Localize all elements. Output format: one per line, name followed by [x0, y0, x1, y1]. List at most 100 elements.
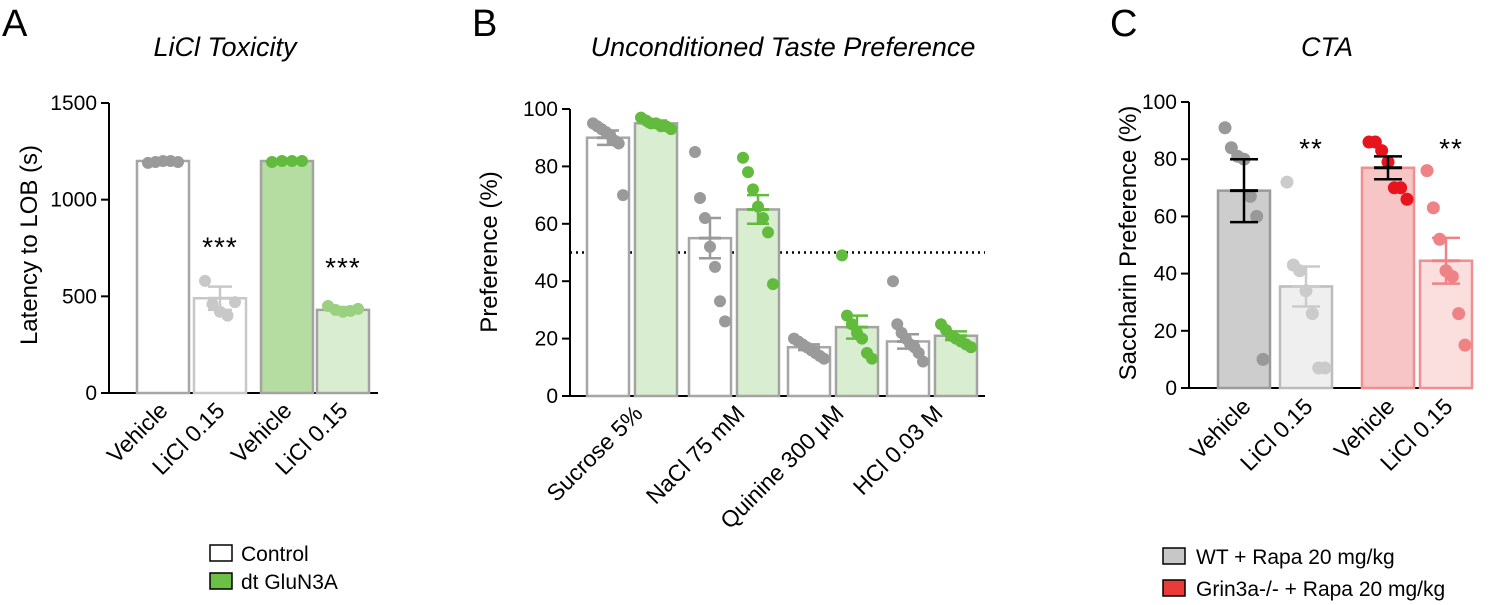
legend-wt-swatch	[1162, 547, 1186, 565]
panel-a-significance: ***	[325, 252, 361, 283]
panel-b-category-label: NaCl 75 mM	[641, 400, 750, 509]
panel-c-point	[1420, 164, 1434, 178]
panel-b-point	[714, 295, 726, 308]
panel-b-point	[818, 352, 830, 365]
panel-a-point	[172, 155, 184, 168]
panel-c-point	[1452, 307, 1466, 321]
panel-b-category-label: Sucrose 5%	[541, 400, 647, 506]
legend-control-label: Control	[241, 543, 309, 566]
panel-c-ylabel: Saccharin Preference (%)	[1115, 106, 1142, 381]
panel-b-ylabel: Preference (%)	[476, 171, 503, 332]
legend-ko-swatch	[1162, 579, 1186, 597]
panel-b-y-tick-label: 40	[535, 270, 558, 293]
panel-a-significance: ***	[202, 232, 238, 263]
panel-b-bar	[585, 136, 631, 398]
panel-c-point	[1318, 361, 1332, 375]
panel-c-y-tick-label: 60	[1154, 205, 1177, 228]
panel-c-y-tick-label: 20	[1154, 320, 1177, 343]
panel-b-point	[709, 260, 721, 273]
panel-a-y-tick-label: 1500	[50, 92, 97, 115]
panel-c-point	[1375, 144, 1389, 158]
panel-c-point	[1305, 307, 1319, 321]
panel-c-letter: C	[1110, 3, 1137, 45]
panel-b-point	[742, 166, 754, 179]
panel-c-point	[1243, 189, 1257, 203]
panel-b-bars	[570, 111, 985, 398]
panel-b-point	[757, 212, 769, 225]
panel-a-title: LiCl Toxicity	[153, 32, 298, 62]
legend-c: WT + Rapa 20 mg/kg Grin3a-/- + Rapa 20 m…	[1162, 546, 1445, 601]
panel-c-y-tick-label: 40	[1154, 263, 1177, 286]
panel-a-point	[206, 298, 219, 311]
panel-c-point	[1445, 269, 1459, 283]
panel-a-point	[286, 155, 298, 167]
panel-a-point	[221, 309, 234, 322]
panel-b-title: Unconditioned Taste Preference	[591, 32, 976, 62]
panel-a-bars: *** ***	[135, 155, 371, 395]
panel-c-y-tick-label: 0	[1165, 377, 1177, 400]
panel-c-point	[1218, 121, 1232, 135]
legend-dtglun3a-swatch	[209, 572, 233, 590]
panel-a-bar	[315, 308, 371, 395]
panel-c: C CTA Saccharin Preference (%) 0 20 40 60 80…	[1110, 3, 1474, 476]
panel-c-significance: **	[1299, 133, 1323, 164]
panel-c-point	[1256, 352, 1270, 366]
panel-b-point	[747, 183, 759, 196]
panel-c-point	[1400, 192, 1414, 206]
panel-b-bar	[633, 122, 679, 398]
panel-a-y-tick-label: 1000	[50, 189, 97, 212]
panel-b-point	[689, 146, 701, 159]
panel-b-y-tick-label: 0	[546, 385, 558, 408]
panel-b-point	[866, 352, 878, 365]
panel-a-point	[296, 155, 308, 167]
panel-b-point	[617, 189, 629, 202]
panel-a-ylabel: Latency to LOB (s)	[16, 145, 43, 345]
panel-c-point	[1433, 232, 1447, 246]
panel-b-bar	[735, 208, 781, 398]
panel-b-point	[612, 137, 625, 150]
panel-b-point	[719, 315, 731, 328]
panel-c-significance: **	[1439, 133, 1463, 164]
panel-b-point	[767, 278, 779, 291]
legend-wt-label: WT + Rapa 20 mg/kg	[1196, 546, 1395, 569]
legend-ko-label: Grin3a-/- + Rapa 20 mg/kg	[1196, 578, 1445, 601]
panel-c-point	[1426, 201, 1440, 215]
legend-ab: Control dt GluN3A	[209, 543, 338, 594]
panel-c-point	[1394, 181, 1408, 195]
panel-c-y-tick-label: 100	[1142, 91, 1177, 114]
legend-dtglun3a-label: dt GluN3A	[241, 571, 338, 594]
panel-c-title: CTA	[1301, 32, 1353, 62]
panel-b: B Unconditioned Taste Preference Prefere…	[472, 3, 985, 534]
panel-b-letter: B	[472, 3, 497, 45]
panel-c-bars: ** **	[1216, 121, 1474, 390]
panel-b-point	[965, 341, 977, 354]
panel-a-point	[199, 274, 211, 287]
panel-c-point	[1280, 175, 1294, 189]
panel-a-point	[266, 155, 278, 168]
panel-b-point	[887, 275, 899, 288]
panel-a-point	[276, 155, 288, 167]
legend-control-swatch	[209, 544, 233, 562]
panel-b-point	[665, 123, 677, 136]
panel-b-point	[917, 355, 929, 368]
panel-b-bar	[687, 236, 733, 398]
panel-a-bar	[135, 159, 191, 395]
panel-a-y-tick-label: 500	[62, 285, 97, 308]
panel-a-y-tick-label: 0	[85, 382, 97, 405]
panel-b-point	[737, 151, 749, 164]
panel-c-point	[1458, 338, 1472, 352]
panel-b-y-tick-label: 100	[523, 98, 558, 121]
panel-a-bar	[259, 159, 315, 395]
panel-a: A LiCl Toxicity Latency to LOB (s) 0 500 1…	[2, 3, 378, 480]
panel-b-point	[694, 191, 706, 204]
panel-b-y-tick-label: 80	[535, 155, 558, 178]
panel-b-category-label: HCl 0.03 M	[848, 400, 948, 500]
panel-b-point	[836, 249, 848, 262]
panel-c-y-tick-label: 80	[1154, 148, 1177, 171]
panel-c-point	[1250, 209, 1264, 223]
panel-b-y-tick-label: 20	[535, 328, 558, 351]
